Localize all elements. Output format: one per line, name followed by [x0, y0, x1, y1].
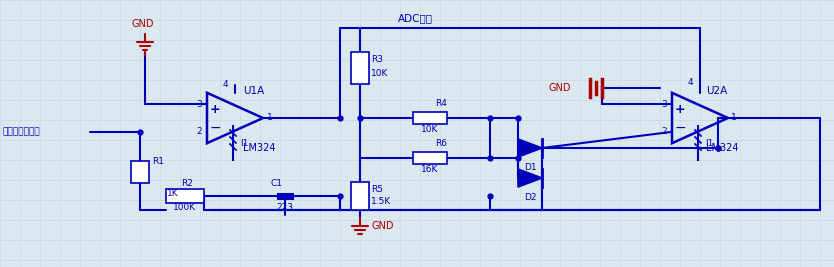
Text: 16K: 16K — [421, 164, 439, 174]
Text: +: + — [209, 103, 220, 116]
Text: U2A: U2A — [706, 86, 727, 96]
Text: LM324: LM324 — [243, 143, 275, 153]
Text: ADC接口: ADC接口 — [398, 13, 433, 23]
Text: C1: C1 — [271, 179, 283, 189]
Text: 2: 2 — [661, 127, 667, 136]
Text: 10K: 10K — [421, 124, 439, 134]
Text: R1: R1 — [152, 158, 164, 167]
Text: GND: GND — [132, 19, 154, 29]
Text: GND: GND — [549, 83, 571, 93]
Bar — [413, 112, 447, 124]
Polygon shape — [518, 139, 542, 157]
Polygon shape — [518, 169, 542, 187]
Text: −: − — [209, 121, 221, 135]
Text: 2: 2 — [196, 127, 202, 136]
Bar — [166, 189, 204, 203]
Text: LM324: LM324 — [706, 143, 738, 153]
Text: 4: 4 — [687, 78, 693, 87]
Text: 传感器信号输出: 传感器信号输出 — [2, 127, 40, 136]
Text: 4: 4 — [222, 80, 228, 89]
Text: GND: GND — [372, 221, 394, 231]
Text: 3: 3 — [661, 100, 667, 109]
Text: 3: 3 — [196, 100, 202, 109]
Text: D2: D2 — [524, 194, 536, 202]
Text: 1: 1 — [731, 113, 736, 123]
Text: R3: R3 — [371, 56, 383, 65]
Text: 1: 1 — [267, 113, 273, 123]
Bar — [413, 152, 447, 164]
Text: 1.5K: 1.5K — [371, 198, 391, 206]
Text: −: − — [674, 121, 686, 135]
Text: +: + — [675, 103, 686, 116]
Text: R6: R6 — [435, 139, 447, 148]
Text: 1K: 1K — [167, 190, 178, 198]
Text: D1: D1 — [524, 163, 536, 172]
Text: R2: R2 — [181, 179, 193, 189]
Text: U1A: U1A — [243, 86, 264, 96]
Bar — [351, 52, 369, 84]
Text: R5: R5 — [371, 186, 383, 194]
Bar — [351, 182, 369, 210]
Text: 10K: 10K — [371, 69, 389, 78]
Text: 100K: 100K — [173, 203, 197, 213]
Text: 223: 223 — [277, 202, 294, 211]
Bar — [131, 161, 149, 183]
Text: I1: I1 — [705, 139, 713, 147]
Text: I1: I1 — [240, 139, 249, 147]
Text: R4: R4 — [435, 100, 447, 108]
